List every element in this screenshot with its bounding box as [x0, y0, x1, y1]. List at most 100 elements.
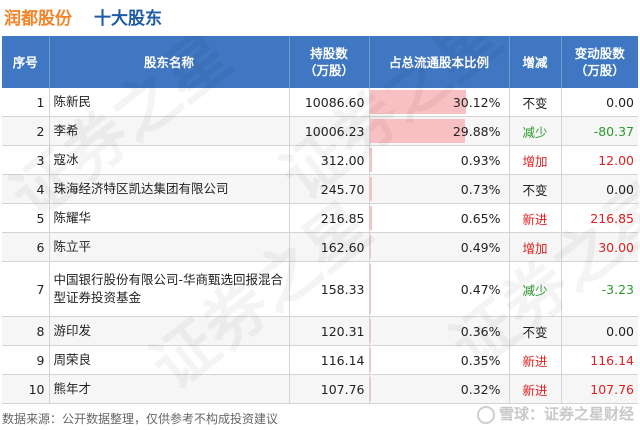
company-title: 润都股份 [4, 9, 72, 29]
snowball-logo-icon [476, 406, 495, 424]
pct-bar [369, 119, 465, 143]
row-name: 陈耀华 [49, 203, 290, 233]
row-pct: 0.32% [460, 381, 501, 397]
row-pct-cell: 0.65% [369, 203, 510, 233]
row-name: 熊年才 [49, 374, 290, 404]
table-row: 10 熊年才 107.76 0.32% 新进 107.76 [2, 374, 638, 404]
row-shares: 107.76 [289, 374, 370, 404]
table-row: 3 寇冰 312.00 0.93% 增加 12.00 [2, 145, 638, 175]
row-pct: 0.73% [460, 181, 501, 197]
table-row: 1 陈新民 10086.60 30.12% 不变 0.00 [2, 88, 638, 117]
pct-bar [369, 377, 371, 401]
row-pct: 0.36% [460, 323, 501, 339]
pct-bar [369, 90, 466, 114]
row-change: 新进 [509, 203, 562, 233]
row-pct-cell: 0.35% [369, 345, 510, 375]
row-change: 增加 [509, 232, 562, 262]
row-pct-cell: 0.47% [369, 261, 510, 317]
table-row: 4 珠海经济特区凯达集团有限公司 245.70 0.73% 不变 0.00 [2, 174, 638, 204]
row-pct-cell: 30.12% [369, 88, 510, 117]
row-rank: 8 [2, 316, 50, 346]
row-rank: 1 [2, 88, 50, 117]
row-rank: 5 [2, 203, 50, 233]
row-delta: 0.00 [561, 88, 638, 117]
row-name: 游印发 [49, 316, 290, 346]
top-shareholders-table: 序号 股东名称 持股数 （万股） 占总流通股本比例 增减 变动股数 （万股） 1 陈新… [2, 36, 638, 404]
row-pct-cell: 29.88% [369, 116, 510, 146]
table-row: 2 李希 10006.23 29.88% 减少 -80.37 [2, 116, 638, 146]
header-pct: 占总流通股本比例 [369, 36, 510, 88]
row-shares: 312.00 [289, 145, 370, 175]
row-rank: 2 [2, 116, 50, 146]
pct-bar [369, 348, 371, 372]
row-shares: 162.60 [289, 232, 370, 262]
row-name: 周荣良 [49, 345, 290, 375]
brand-watermark: 雪球：证券之星财经 [476, 403, 634, 424]
row-shares: 10006.23 [289, 116, 370, 146]
row-change: 不变 [509, 88, 562, 117]
row-shares: 158.33 [289, 261, 370, 317]
row-rank: 10 [2, 374, 50, 404]
row-delta: 107.76 [561, 374, 638, 404]
row-pct: 0.65% [460, 210, 501, 226]
header-change: 增减 [509, 36, 562, 88]
table-row: 5 陈耀华 216.85 0.65% 新进 216.85 [2, 203, 638, 233]
row-delta: -80.37 [561, 116, 638, 146]
row-change: 新进 [509, 345, 562, 375]
row-change: 减少 [509, 116, 562, 146]
table-row: 6 陈立平 162.60 0.49% 增加 30.00 [2, 232, 638, 262]
row-name: 陈立平 [49, 232, 290, 262]
row-name: 珠海经济特区凯达集团有限公司 [49, 174, 290, 204]
row-rank: 7 [2, 261, 50, 317]
row-delta: 12.00 [561, 145, 638, 175]
row-change: 增加 [509, 145, 562, 175]
row-delta: -3.23 [561, 261, 638, 317]
row-pct: 29.88% [452, 123, 501, 139]
row-rank: 9 [2, 345, 50, 375]
row-shares: 245.70 [289, 174, 370, 204]
row-rank: 3 [2, 145, 50, 175]
row-shares: 216.85 [289, 203, 370, 233]
row-shares: 116.14 [289, 345, 370, 375]
table-row: 7 中国银行股份有限公司-华商甄选回报混合型证券投资基金 158.33 0.47% 减少… [2, 261, 638, 317]
pct-bar [369, 319, 371, 343]
pct-bar [369, 235, 372, 259]
row-pct: 0.35% [460, 352, 501, 368]
row-pct-cell: 0.36% [369, 316, 510, 346]
row-delta: 30.00 [561, 232, 638, 262]
row-rank: 4 [2, 174, 50, 204]
pct-bar [369, 177, 372, 201]
table-row: 8 游印发 120.31 0.36% 不变 0.00 [2, 316, 638, 346]
row-pct-cell: 0.32% [369, 374, 510, 404]
row-rank: 6 [2, 232, 50, 262]
row-change: 减少 [509, 261, 562, 317]
section-title: 十大股东 [94, 9, 162, 29]
row-change: 新进 [509, 374, 562, 404]
data-source-note: 数据来源：公开数据整理，仅供参考不构成投资建议 [2, 412, 279, 426]
header-delta: 变动股数 （万股） [561, 36, 638, 88]
row-pct: 30.12% [452, 94, 501, 110]
row-shares: 10086.60 [289, 88, 370, 117]
row-pct-cell: 0.73% [369, 174, 510, 204]
row-pct: 0.93% [460, 152, 501, 168]
row-name: 李希 [49, 116, 290, 146]
table-header-row: 序号 股东名称 持股数 （万股） 占总流通股本比例 增减 变动股数 （万股） [2, 36, 638, 88]
row-name: 中国银行股份有限公司-华商甄选回报混合型证券投资基金 [49, 261, 290, 317]
row-delta: 116.14 [561, 345, 638, 375]
row-pct-cell: 0.49% [369, 232, 510, 262]
row-delta: 0.00 [561, 316, 638, 346]
row-name: 寇冰 [49, 145, 290, 175]
row-shares: 120.31 [289, 316, 370, 346]
row-pct: 0.47% [460, 281, 501, 297]
row-name: 陈新民 [49, 88, 290, 117]
row-delta: 216.85 [561, 203, 638, 233]
header-name: 股东名称 [49, 36, 290, 88]
brand-text: 雪球：证券之星财经 [498, 405, 634, 423]
title-bar: 润都股份 十大股东 [0, 0, 640, 36]
row-delta: 0.00 [561, 174, 638, 204]
row-pct-cell: 0.93% [369, 145, 510, 175]
row-change: 不变 [509, 316, 562, 346]
header-rank: 序号 [2, 36, 50, 88]
table-body: 1 陈新民 10086.60 30.12% 不变 0.00 2 李希 10006.23 29.88… [2, 88, 638, 404]
row-change: 不变 [509, 174, 562, 204]
